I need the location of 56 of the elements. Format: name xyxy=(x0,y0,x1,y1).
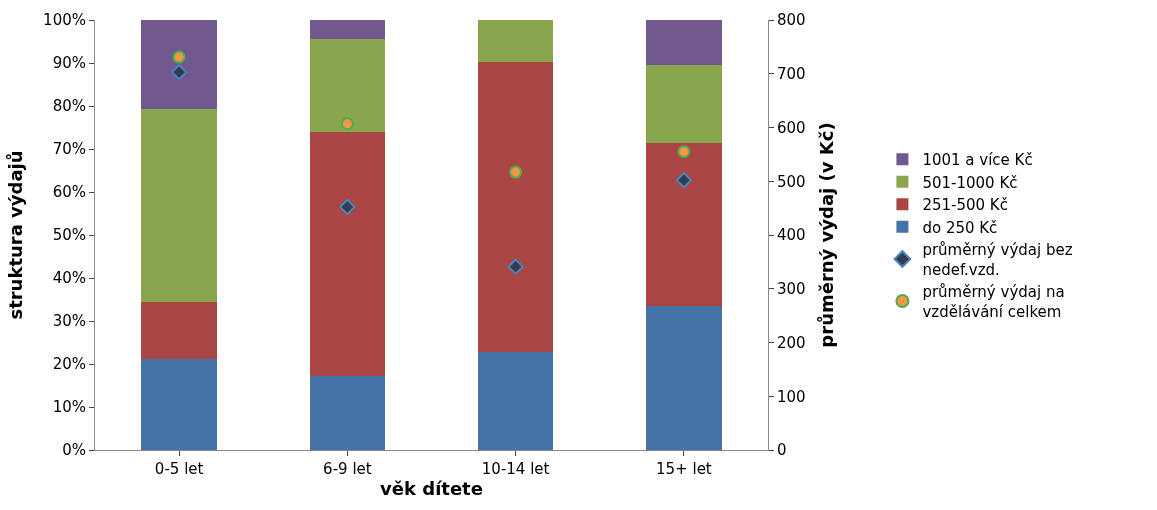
bar xyxy=(646,20,722,66)
y-tick-label: 100% xyxy=(43,11,86,30)
x-axis-title: věk dítete xyxy=(380,478,483,499)
x-tick-label: 15+ let xyxy=(656,460,712,478)
y-tick-label: 20% xyxy=(52,355,86,374)
bar xyxy=(477,62,554,353)
bar xyxy=(141,109,217,303)
y-tick-label: 60% xyxy=(52,183,86,202)
bar xyxy=(646,142,722,306)
y2-tick-label: 100 xyxy=(777,387,806,406)
x-tick-label: 10-14 let xyxy=(481,460,550,478)
y2-axis-title: průměrný výdaj (v Kč) xyxy=(815,122,837,348)
y-axis-title: struktura výdajů xyxy=(5,150,27,320)
y2-tick-label: 400 xyxy=(777,226,806,245)
legend-label: průměrný výdaj na vzdělávání celkem xyxy=(922,283,1065,321)
point xyxy=(677,145,691,159)
y-tick-label: 80% xyxy=(52,97,86,116)
y-tick-label: 10% xyxy=(52,398,86,417)
point xyxy=(339,198,356,216)
legend-label: 501-1000 Kč xyxy=(922,173,1018,192)
y2-tick-label: 600 xyxy=(777,118,806,137)
y-tick-label: 40% xyxy=(52,269,86,288)
bar xyxy=(646,305,722,450)
point xyxy=(172,50,186,64)
bar xyxy=(309,20,386,40)
y-tick-label: 70% xyxy=(52,140,86,159)
legend-label: průměrný výdaj bez nedef.vzd. xyxy=(922,241,1073,279)
y-tick-label: 50% xyxy=(52,226,86,245)
point xyxy=(509,165,523,179)
bar xyxy=(477,20,554,63)
bar xyxy=(477,352,554,450)
y-tick-label: 30% xyxy=(52,312,86,331)
bar xyxy=(141,302,217,360)
y2-tick-label: 200 xyxy=(777,333,806,352)
bar xyxy=(646,65,722,143)
y-tick-label: 90% xyxy=(52,54,86,73)
bar xyxy=(141,20,217,110)
point xyxy=(675,172,693,189)
y2-tick-label: 300 xyxy=(777,280,806,298)
bar xyxy=(309,39,386,132)
y2-tick-label: 700 xyxy=(777,65,806,83)
bar xyxy=(309,131,386,376)
legend-label: do 250 Kč xyxy=(922,218,998,237)
legend-label: 251-500 Kč xyxy=(922,196,1008,215)
x-tick-label: 0-5 let xyxy=(154,460,204,478)
bar xyxy=(141,359,217,450)
point xyxy=(340,117,354,131)
legend-label: 1001 a více Kč xyxy=(922,151,1033,170)
bar xyxy=(309,375,386,450)
y2-tick-label: 800 xyxy=(777,11,806,30)
y2-tick-label: 500 xyxy=(777,172,806,191)
x-tick-label: 6-9 let xyxy=(323,460,372,478)
y2-tick-label: 0 xyxy=(777,441,787,460)
point xyxy=(170,63,188,81)
y-tick-label: 0% xyxy=(62,441,86,460)
point xyxy=(507,258,524,275)
